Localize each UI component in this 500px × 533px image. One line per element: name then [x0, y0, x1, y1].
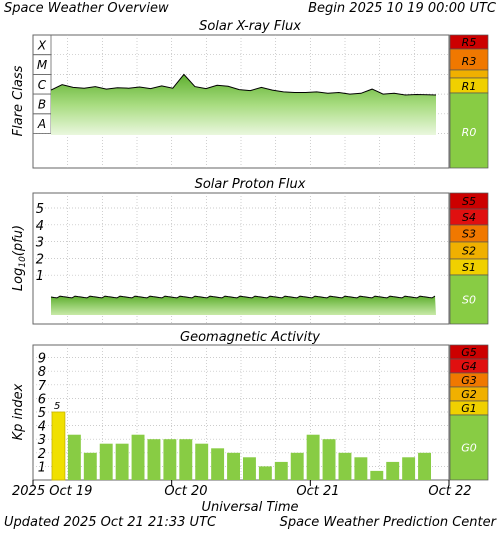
center-name: Space Weather Prediction Center [279, 515, 496, 530]
kp-bar [370, 470, 384, 480]
kp-bar-data-label: 5 [54, 401, 60, 412]
proton-title: Solar Proton Flux [195, 177, 306, 192]
proton-flux-line [50, 295, 436, 299]
kp-tick-label: 4 [38, 420, 46, 435]
kp-bar [322, 439, 336, 480]
kp-bar [338, 452, 352, 480]
xray-r-scale: R5 R3 R1 R0 [449, 34, 489, 169]
proton-tick-label: 3 [36, 236, 44, 251]
r-scale-label: R3 [462, 55, 477, 68]
xray-flux-line [50, 73, 437, 96]
kp-tick-label: 9 [38, 352, 46, 367]
kp-bar [402, 457, 416, 480]
proton-flux-area [51, 296, 436, 316]
flare-class-label: C [38, 78, 47, 92]
proton-tick-label: 4 [36, 219, 44, 234]
s-scale-label: S5 [462, 195, 476, 208]
kp-tick-label: 6 [38, 392, 46, 407]
g-scale-label: G1 [461, 402, 477, 415]
proton-s-scale: S5 S4 S3 S2 S1 S0 [449, 192, 489, 325]
kp-tick-label: 3 [38, 433, 46, 448]
kp-bar [386, 461, 400, 480]
kp-bar [243, 457, 256, 480]
kp-bar [258, 466, 272, 480]
g-scale-segment [449, 414, 489, 481]
proton-grid [33, 193, 449, 324]
x-tick-label-oct21: Oct 21 [296, 484, 339, 499]
kp-bar [99, 443, 113, 480]
s-scale-segment [449, 274, 489, 325]
kp-bar [195, 443, 209, 480]
g-scale-label: G0 [461, 442, 477, 455]
geo-title: Geomagnetic Activity [180, 330, 320, 345]
kp-bar [163, 439, 177, 480]
s-scale-label: S0 [462, 294, 476, 307]
proton-ylabel: Log10(pfu) [11, 225, 28, 291]
s-scale-label: S1 [462, 261, 476, 274]
s-scale-label: S4 [462, 211, 476, 224]
proton-tick-label: 1 [36, 269, 44, 284]
kp-tick-label: 8 [38, 365, 46, 380]
r-scale-label: R5 [462, 36, 477, 49]
kp-bars: 5 [51, 401, 431, 481]
kp-bar [306, 434, 320, 480]
x-tick-label-oct19: 2025 Oct 19 [12, 484, 92, 499]
r-scale-segment [449, 92, 489, 169]
r-scale-label: R1 [462, 80, 477, 93]
kp-bar [418, 452, 431, 480]
kp-tick-label: 1 [38, 460, 46, 475]
flare-class-label: X [37, 38, 47, 52]
kp-bar [147, 439, 161, 480]
xray-title: Solar X-ray Flux [199, 19, 301, 34]
kp-tick-label: 7 [38, 379, 47, 394]
kp-bar [67, 434, 81, 480]
kp-bar [179, 439, 193, 480]
xray-ylabel: Flare Class [11, 65, 26, 136]
g-scale-label: G5 [461, 346, 477, 359]
r-scale-label: R0 [462, 126, 477, 139]
g-scale-label: G3 [461, 374, 477, 387]
kp-bar [211, 448, 225, 480]
kp-bar [131, 434, 145, 480]
geo-ylabel: Kp index [11, 383, 26, 440]
r-scale-segment [449, 69, 489, 79]
x-axis-ticks [32, 480, 450, 486]
x-tick-label-oct20: Oct 20 [164, 484, 207, 499]
kp-bar [227, 452, 240, 480]
s-scale-label: S2 [462, 245, 476, 258]
kp-bar [115, 443, 129, 480]
updated-time: Updated 2025 Oct 21 21:33 UTC [4, 515, 217, 530]
kp-bar [290, 452, 304, 480]
proton-tick-labels: 5 4 32 1 [36, 202, 44, 284]
kp-tick-label: 2 [38, 447, 46, 462]
begin-time: Begin 2025 10 19 00:00 UTC [308, 1, 496, 16]
kp-bar [51, 411, 66, 481]
kp-bar [83, 452, 97, 480]
proton-tick-label: 5 [36, 202, 44, 217]
x-tick-label-oct22: Oct 22 [428, 484, 471, 499]
page-title: Space Weather Overview [4, 1, 169, 16]
proton-tick-label: 2 [36, 252, 44, 267]
kp-tick-label: 5 [38, 406, 46, 421]
kp-bar [274, 461, 288, 480]
x-axis-title: Universal Time [201, 500, 298, 515]
xray-flux-area [51, 74, 436, 135]
kp-bar [354, 457, 368, 480]
g-scale-label: G4 [461, 360, 477, 373]
s-scale-label: S3 [462, 228, 476, 241]
flare-class-label: B [38, 97, 46, 111]
flare-class-label: A [37, 117, 46, 131]
g-scale-label: G2 [461, 388, 477, 401]
flare-class-label: M [37, 58, 48, 72]
